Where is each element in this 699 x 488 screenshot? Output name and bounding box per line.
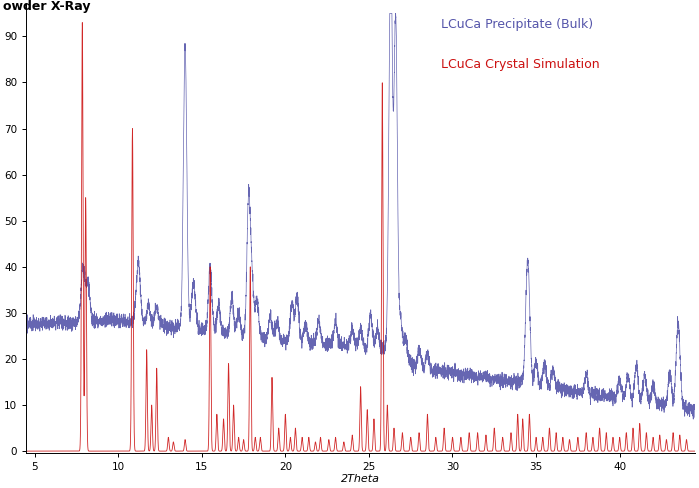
X-axis label: 2Theta: 2Theta [341,474,380,484]
Text: LCuCa Crystal Simulation: LCuCa Crystal Simulation [441,58,600,71]
Text: LCuCa Precipitate (Bulk): LCuCa Precipitate (Bulk) [441,18,593,31]
Text: owder X-Ray: owder X-Ray [3,0,91,13]
